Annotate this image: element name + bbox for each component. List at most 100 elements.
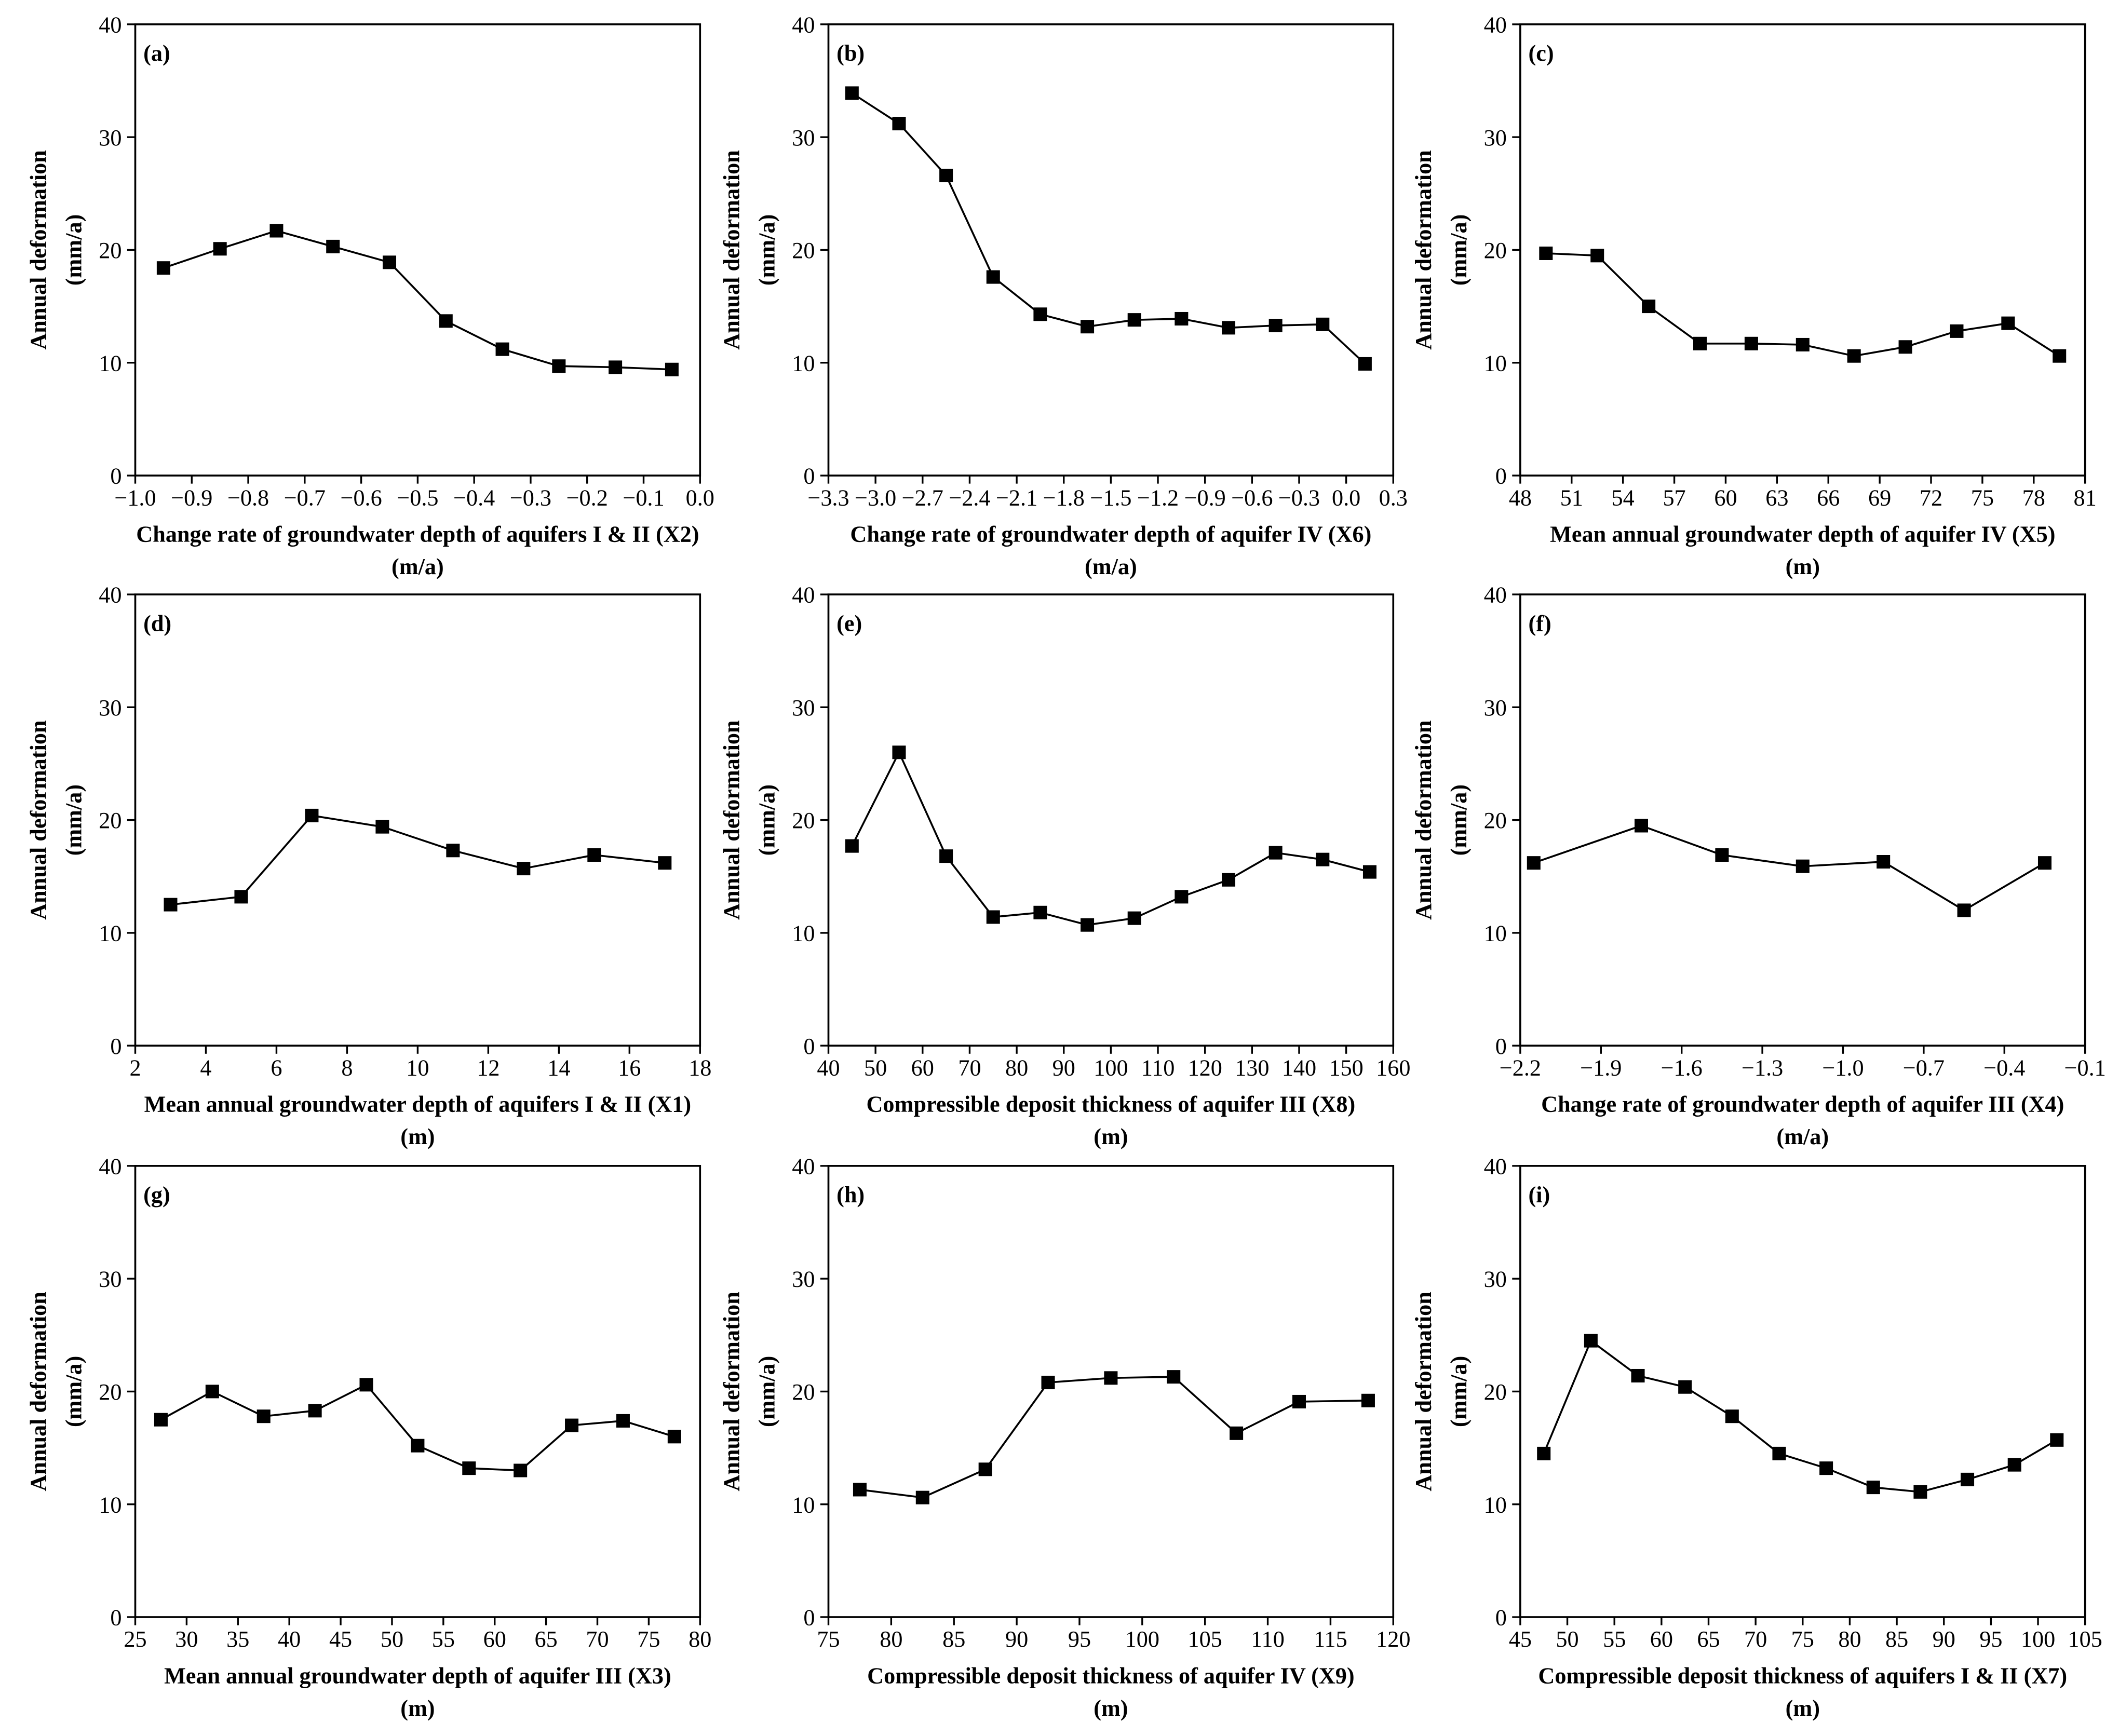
x-tick-label: 72 (1920, 485, 1942, 510)
plot-frame (827, 1164, 1395, 1618)
y-tick-label: 40 (792, 582, 815, 608)
x-tick-label: −1.0 (1822, 1055, 1864, 1080)
x-tick-label: 54 (1612, 485, 1635, 510)
plot-frame (1519, 593, 2086, 1047)
x-tick-label: −1.0 (114, 485, 156, 510)
data-marker (1634, 819, 1649, 833)
data-marker (269, 224, 284, 238)
x-tick-label: 0.3 (1379, 485, 1408, 510)
x-tick-label: 50 (864, 1055, 887, 1080)
data-marker (308, 1404, 322, 1418)
data-marker (665, 362, 679, 376)
x-tick-label: 80 (689, 1626, 711, 1652)
y-tick-label: 20 (792, 808, 815, 833)
x-tick-label: 18 (689, 1055, 711, 1080)
data-marker (1081, 320, 1095, 334)
panel-label: (a) (143, 40, 170, 66)
y-axis-label: (mm/a) (1446, 214, 1472, 286)
data-marker (1539, 246, 1553, 260)
y-tick-label: 30 (99, 695, 122, 721)
x-tick-label: 55 (432, 1626, 455, 1652)
data-marker (495, 342, 509, 356)
plot-frame (1519, 1164, 2086, 1618)
x-tick-label: 50 (1556, 1626, 1578, 1652)
x-axis-label: (m) (1786, 1696, 1820, 1721)
data-marker (1167, 1370, 1181, 1384)
x-tick-label: 8 (341, 1055, 353, 1080)
data-marker (1961, 1472, 1975, 1486)
data-marker (1950, 324, 1964, 338)
panel: 0 10 20 30 40 45 50 55 60 65 70 75 80 85 90 95 100 105 (i)… (1411, 1154, 2102, 1721)
y-tick-label: 20 (99, 808, 122, 833)
y-tick-label: 30 (1484, 125, 1507, 151)
data-marker (517, 862, 531, 876)
x-tick-label: 95 (1068, 1626, 1091, 1652)
data-marker (1590, 249, 1604, 263)
data-line (170, 814, 665, 906)
data-marker (1796, 337, 1810, 351)
x-tick-label: 80 (1005, 1055, 1028, 1080)
data-marker (1877, 855, 1891, 869)
x-tick-label: −1.6 (1661, 1055, 1703, 1080)
x-tick-label: 90 (1005, 1626, 1028, 1652)
y-tick-label: 30 (99, 1267, 122, 1292)
x-tick-label: −0.6 (1231, 485, 1273, 510)
y-axis-label: (mm/a) (61, 214, 86, 286)
data-marker (1175, 890, 1189, 904)
panel-label: (h) (836, 1182, 865, 1208)
x-tick-label: 69 (1868, 485, 1891, 510)
y-axis-label: Annual deformation (719, 1292, 745, 1491)
data-marker (892, 745, 906, 760)
y-tick-label: 30 (1484, 695, 1507, 721)
data-marker (1847, 349, 1861, 363)
y-axis-label: (mm/a) (1446, 784, 1472, 856)
data-line (851, 750, 1370, 926)
x-tick-label: 45 (329, 1626, 352, 1652)
x-tick-label: 110 (1251, 1626, 1285, 1652)
y-tick-label: 0 (803, 464, 815, 489)
y-tick-label: 0 (803, 1034, 815, 1059)
x-tick-label: 160 (1376, 1055, 1410, 1080)
data-marker (1866, 1481, 1880, 1495)
y-tick-label: 10 (792, 350, 815, 376)
x-tick-label: 95 (1979, 1626, 2002, 1652)
x-tick-label: 2 (129, 1055, 141, 1080)
x-axis-label: Mean annual groundwater depth of aquifer… (164, 1663, 671, 1689)
x-tick-label: −0.7 (284, 485, 326, 510)
x-tick-label: −0.4 (453, 485, 495, 510)
y-axis-label: Annual deformation (26, 1292, 51, 1491)
y-axis-label: Annual deformation (719, 150, 745, 349)
y-tick-label: 20 (99, 1379, 122, 1405)
data-marker (1715, 848, 1729, 862)
x-tick-label: 105 (2068, 1626, 2102, 1652)
x-tick-label: 81 (2074, 485, 2097, 510)
y-tick-label: 10 (1484, 350, 1507, 376)
x-tick-label: −3.0 (855, 485, 896, 510)
data-marker (1361, 1393, 1375, 1407)
data-marker (1033, 905, 1047, 919)
x-tick-label: −2.1 (996, 485, 1037, 510)
data-marker (1104, 1371, 1118, 1385)
x-tick-label: 48 (1509, 485, 1532, 510)
data-marker (1358, 357, 1372, 371)
panel-label: (e) (836, 611, 862, 636)
plot-frame (134, 593, 701, 1047)
x-tick-label: −1.8 (1043, 485, 1085, 510)
y-tick-label: 40 (1484, 12, 1507, 37)
x-tick-label: −1.2 (1137, 485, 1179, 510)
x-tick-label: 110 (1141, 1055, 1175, 1080)
panel: 0 10 20 30 40 75 80 85 90 95 100 105 110 115 120 (h) Com… (719, 1154, 1411, 1721)
data-marker (1041, 1376, 1055, 1390)
y-tick-label: 10 (1484, 921, 1507, 946)
x-tick-label: 6 (271, 1055, 282, 1080)
x-tick-label: 45 (1509, 1626, 1532, 1652)
x-axis-label: (m) (1094, 1696, 1128, 1721)
data-marker (565, 1418, 579, 1432)
data-marker (2007, 1458, 2021, 1472)
data-marker (915, 1490, 929, 1504)
x-axis-label: Change rate of groundwater depth of aqui… (1541, 1092, 2064, 1117)
data-marker (359, 1378, 373, 1392)
y-tick-label: 20 (792, 238, 815, 263)
y-tick-label: 30 (792, 1267, 815, 1292)
